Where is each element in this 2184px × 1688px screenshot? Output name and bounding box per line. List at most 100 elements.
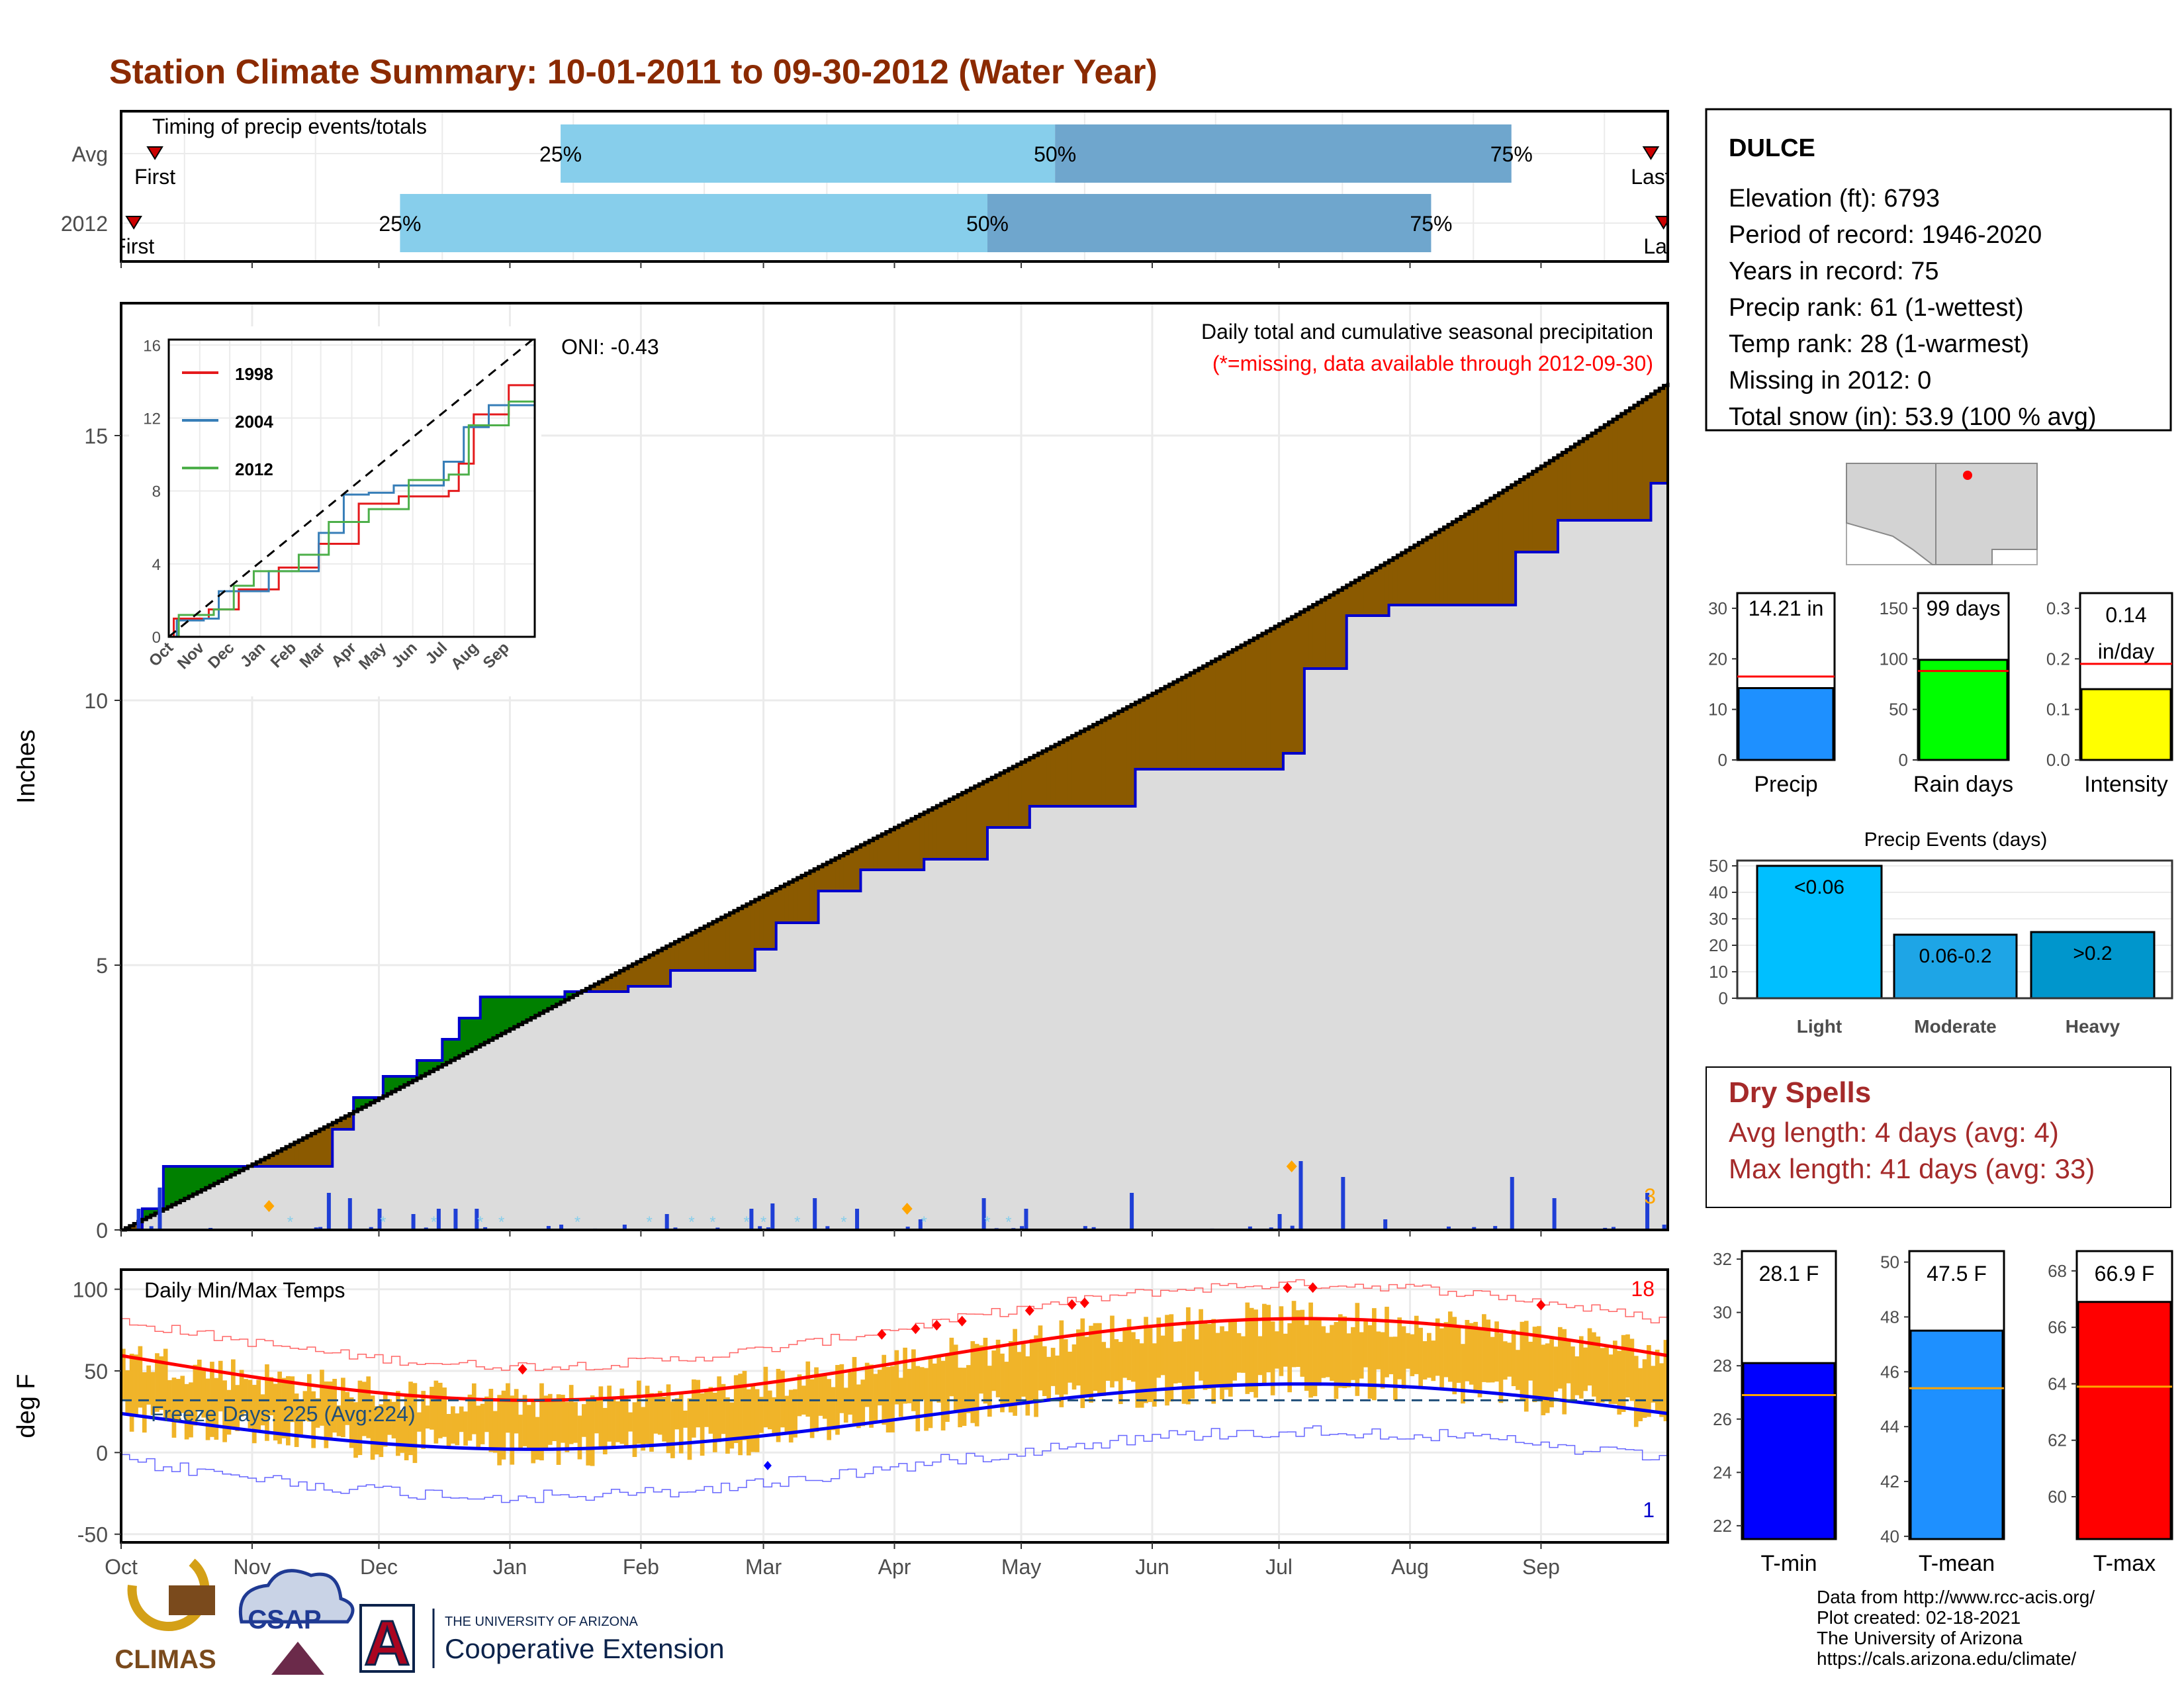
record-high-marker: [518, 1364, 527, 1375]
daily-temp-bar: [163, 1348, 168, 1419]
main-y-tick-label: 5: [96, 954, 108, 978]
daily-temp-bar: [251, 1385, 257, 1444]
below-average-fill: [1220, 657, 1225, 769]
daily-temp-bar: [1486, 1319, 1491, 1383]
timing-quartile-bar-high: [987, 194, 1432, 252]
daily-temp-bar: [1071, 1344, 1077, 1390]
below-average-fill: [1663, 385, 1668, 483]
below-average-fill: [594, 984, 600, 992]
above-average-fill: [480, 997, 485, 1045]
daily-temp-bar: [1190, 1323, 1195, 1399]
daily-temp-bar: [387, 1399, 392, 1435]
below-average-fill: [637, 961, 641, 986]
daily-temp-bar: [1537, 1326, 1541, 1399]
month-tick-label: Feb: [623, 1555, 659, 1579]
above-average-fill: [235, 1166, 240, 1173]
daily-temp-bar: [1042, 1346, 1047, 1397]
daily-precip-bar: [1248, 1226, 1252, 1230]
daily-temp-bar: [526, 1405, 531, 1451]
daily-temp-bar: [366, 1376, 371, 1438]
below-average-fill: [1549, 460, 1555, 552]
daily-temp-bar: [547, 1393, 553, 1445]
daily-temp-bar: [602, 1407, 608, 1455]
daily-temp-bar: [1342, 1316, 1347, 1389]
below-average-fill: [645, 957, 650, 986]
daily-temp-bar: [281, 1378, 287, 1438]
daily-temp-bar: [1038, 1325, 1043, 1391]
below-average-fill: [683, 937, 688, 970]
below-average-fill: [1380, 565, 1385, 616]
daily-temp-bar: [1600, 1348, 1605, 1403]
below-average-fill: [1165, 686, 1170, 769]
temps-y-axis-label: deg F: [13, 1374, 40, 1438]
below-average-fill: [991, 777, 997, 827]
daily-temp-bar: [1211, 1319, 1216, 1404]
month-tick-label: Apr: [878, 1555, 911, 1579]
month-tick-label: Jun: [1135, 1555, 1169, 1579]
daily-precip-bar: [1446, 1226, 1451, 1230]
daily-temp-bar: [361, 1382, 367, 1436]
daily-temp-bar: [1029, 1338, 1034, 1401]
daily-temp-bar: [1549, 1339, 1554, 1407]
daily-temp-bar: [751, 1384, 756, 1452]
daily-temp-bar: [336, 1405, 341, 1436]
daily-temp-bar: [848, 1372, 852, 1415]
temp-y-tick-label: 24: [1713, 1462, 1732, 1482]
below-average-fill: [712, 921, 717, 970]
temp-value-label: 28.1 F: [1759, 1262, 1819, 1286]
below-average-fill: [1338, 590, 1343, 669]
above-average-fill: [463, 1018, 469, 1054]
daily-temp-bar: [809, 1379, 815, 1438]
daily-temp-bar: [121, 1348, 126, 1399]
below-average-fill: [966, 790, 972, 859]
daily-temp-bar: [315, 1398, 320, 1428]
below-average-fill: [1511, 485, 1516, 605]
daily-precip-bar: [981, 1198, 986, 1230]
daily-temp-bar: [396, 1391, 400, 1456]
daily-temp-bar: [1169, 1314, 1174, 1402]
daily-temp-bar: [666, 1384, 671, 1454]
daily-temp-bar: [995, 1339, 1001, 1397]
timing-right-mask: [1668, 113, 1707, 260]
below-average-fill: [1537, 469, 1542, 552]
above-average-fill: [404, 1076, 409, 1085]
record-precip-marker: [1286, 1160, 1297, 1172]
daily-temp-bar: [514, 1389, 519, 1434]
below-average-fill: [1443, 527, 1449, 605]
daily-temp-bar: [1228, 1321, 1233, 1397]
daily-temp-bar: [915, 1366, 921, 1432]
events-bar-label: <0.06: [1794, 876, 1844, 898]
ua-logo-big-text: Cooperative Extension: [445, 1633, 725, 1664]
daily-temp-bar: [1165, 1315, 1169, 1406]
above-average-fill: [543, 997, 549, 1011]
daily-temp-bar: [1068, 1351, 1072, 1383]
daily-temp-bar: [1135, 1338, 1140, 1408]
above-average-fill: [446, 1039, 451, 1063]
station-info-line: Precip rank: 61 (1-wettest): [1729, 294, 2024, 322]
below-average-fill: [928, 810, 933, 859]
above-average-fill: [231, 1166, 236, 1175]
above-average-fill: [361, 1098, 367, 1107]
below-average-fill: [1004, 771, 1009, 827]
daily-precip-bar: [559, 1225, 564, 1230]
daily-temp-bar: [801, 1385, 806, 1415]
daily-temp-bar: [400, 1409, 405, 1453]
record-high-marker: [1283, 1282, 1293, 1293]
below-average-fill: [649, 955, 655, 986]
below-average-fill: [1139, 700, 1144, 769]
last-event-marker: [1642, 146, 1660, 160]
below-average-fill: [1312, 604, 1318, 669]
record-low-marker: [763, 1461, 772, 1471]
below-average-fill: [256, 1162, 261, 1166]
below-average-fill: [674, 941, 680, 970]
below-average-fill: [1498, 492, 1504, 605]
below-average-fill: [1507, 487, 1512, 605]
above-average-fill: [437, 1060, 443, 1067]
above-average-fill: [492, 997, 498, 1038]
below-average-fill: [1557, 455, 1563, 520]
daily-temp-bar: [1583, 1347, 1588, 1391]
daily-temp-bar: [1224, 1331, 1229, 1390]
daily-temp-bar: [484, 1396, 489, 1432]
average-max-temp-line: [120, 1317, 1668, 1402]
daily-temp-bar: [708, 1387, 713, 1434]
